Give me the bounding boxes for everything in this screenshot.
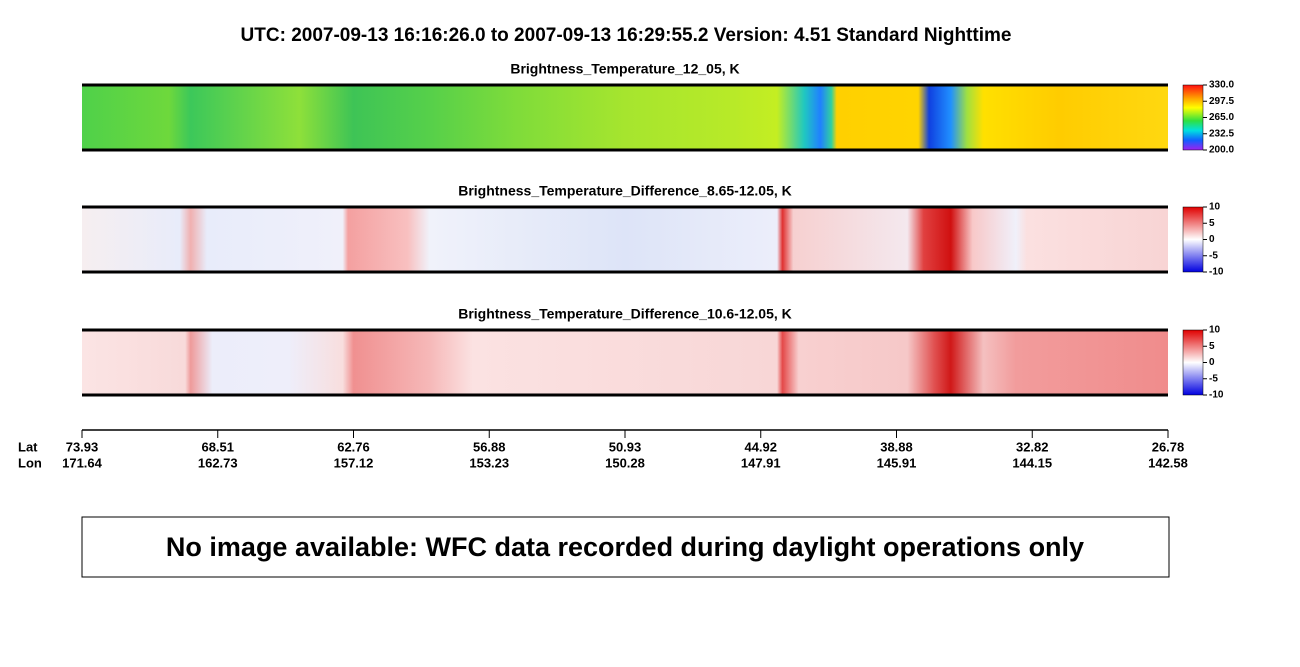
strip-image	[82, 207, 1168, 272]
page-title: UTC: 2007-09-13 16:16:26.0 to 2007-09-13…	[241, 25, 1012, 46]
message-box	[81, 516, 1170, 578]
panel-title: Brightness_Temperature_Difference_10.6-1…	[458, 306, 792, 322]
colorbar-tick-label: -10	[1209, 267, 1224, 278]
lat-label: 32.82	[1016, 439, 1049, 454]
colorbar-tick-label: 330.0	[1209, 80, 1234, 91]
colorbar-tick-label: 297.5	[1209, 96, 1234, 107]
strip-image	[82, 85, 1168, 150]
strip-image	[82, 330, 1168, 395]
colorbar	[1182, 329, 1204, 396]
lon-label: 171.64	[62, 455, 103, 470]
lat-label: 50.93	[609, 439, 642, 454]
colorbar-tick-label: -10	[1209, 390, 1224, 401]
lon-label: 162.73	[198, 455, 238, 470]
colorbar	[1182, 84, 1204, 151]
message: No image available: WFC data recorded du…	[166, 532, 1084, 562]
panel-title: Brightness_Temperature_Difference_8.65-1…	[458, 183, 792, 199]
lat-label: 73.93	[66, 439, 99, 454]
colorbar-tick-label: 0	[1209, 234, 1215, 245]
colorbar-tick-label: -5	[1209, 373, 1218, 384]
colorbar-tick-label: 232.5	[1209, 128, 1234, 139]
panel-title: Brightness_Temperature_12_05, K	[510, 61, 739, 77]
lat-label: 26.78	[1152, 439, 1185, 454]
lat-label: 38.88	[880, 439, 913, 454]
colorbar-tick-label: -5	[1209, 250, 1218, 261]
lon-label: 157.12	[334, 455, 374, 470]
lon-label: 147.91	[741, 455, 781, 470]
colorbar	[1182, 206, 1204, 273]
colorbar-tick-label: 5	[1209, 218, 1215, 229]
colorbar-tick-label: 0	[1209, 357, 1215, 368]
lon-label: 150.28	[605, 455, 645, 470]
lat-axis-label: Lat	[18, 439, 38, 454]
colorbar-tick-label: 10	[1209, 202, 1221, 213]
lon-axis-label: Lon	[18, 455, 42, 470]
lat-label: 56.88	[473, 439, 506, 454]
lat-label: 68.51	[201, 439, 234, 454]
lon-label: 142.58	[1148, 455, 1188, 470]
lon-label: 145.91	[877, 455, 917, 470]
colorbar-tick-label: 200.0	[1209, 145, 1234, 156]
colorbar-tick-label: 10	[1209, 325, 1221, 336]
colorbar-tick-label: 5	[1209, 341, 1215, 352]
lon-label: 153.23	[469, 455, 509, 470]
lon-label: 144.15	[1012, 455, 1052, 470]
lat-label: 44.92	[744, 439, 777, 454]
colorbar-tick-label: 265.0	[1209, 112, 1234, 123]
lat-label: 62.76	[337, 439, 370, 454]
